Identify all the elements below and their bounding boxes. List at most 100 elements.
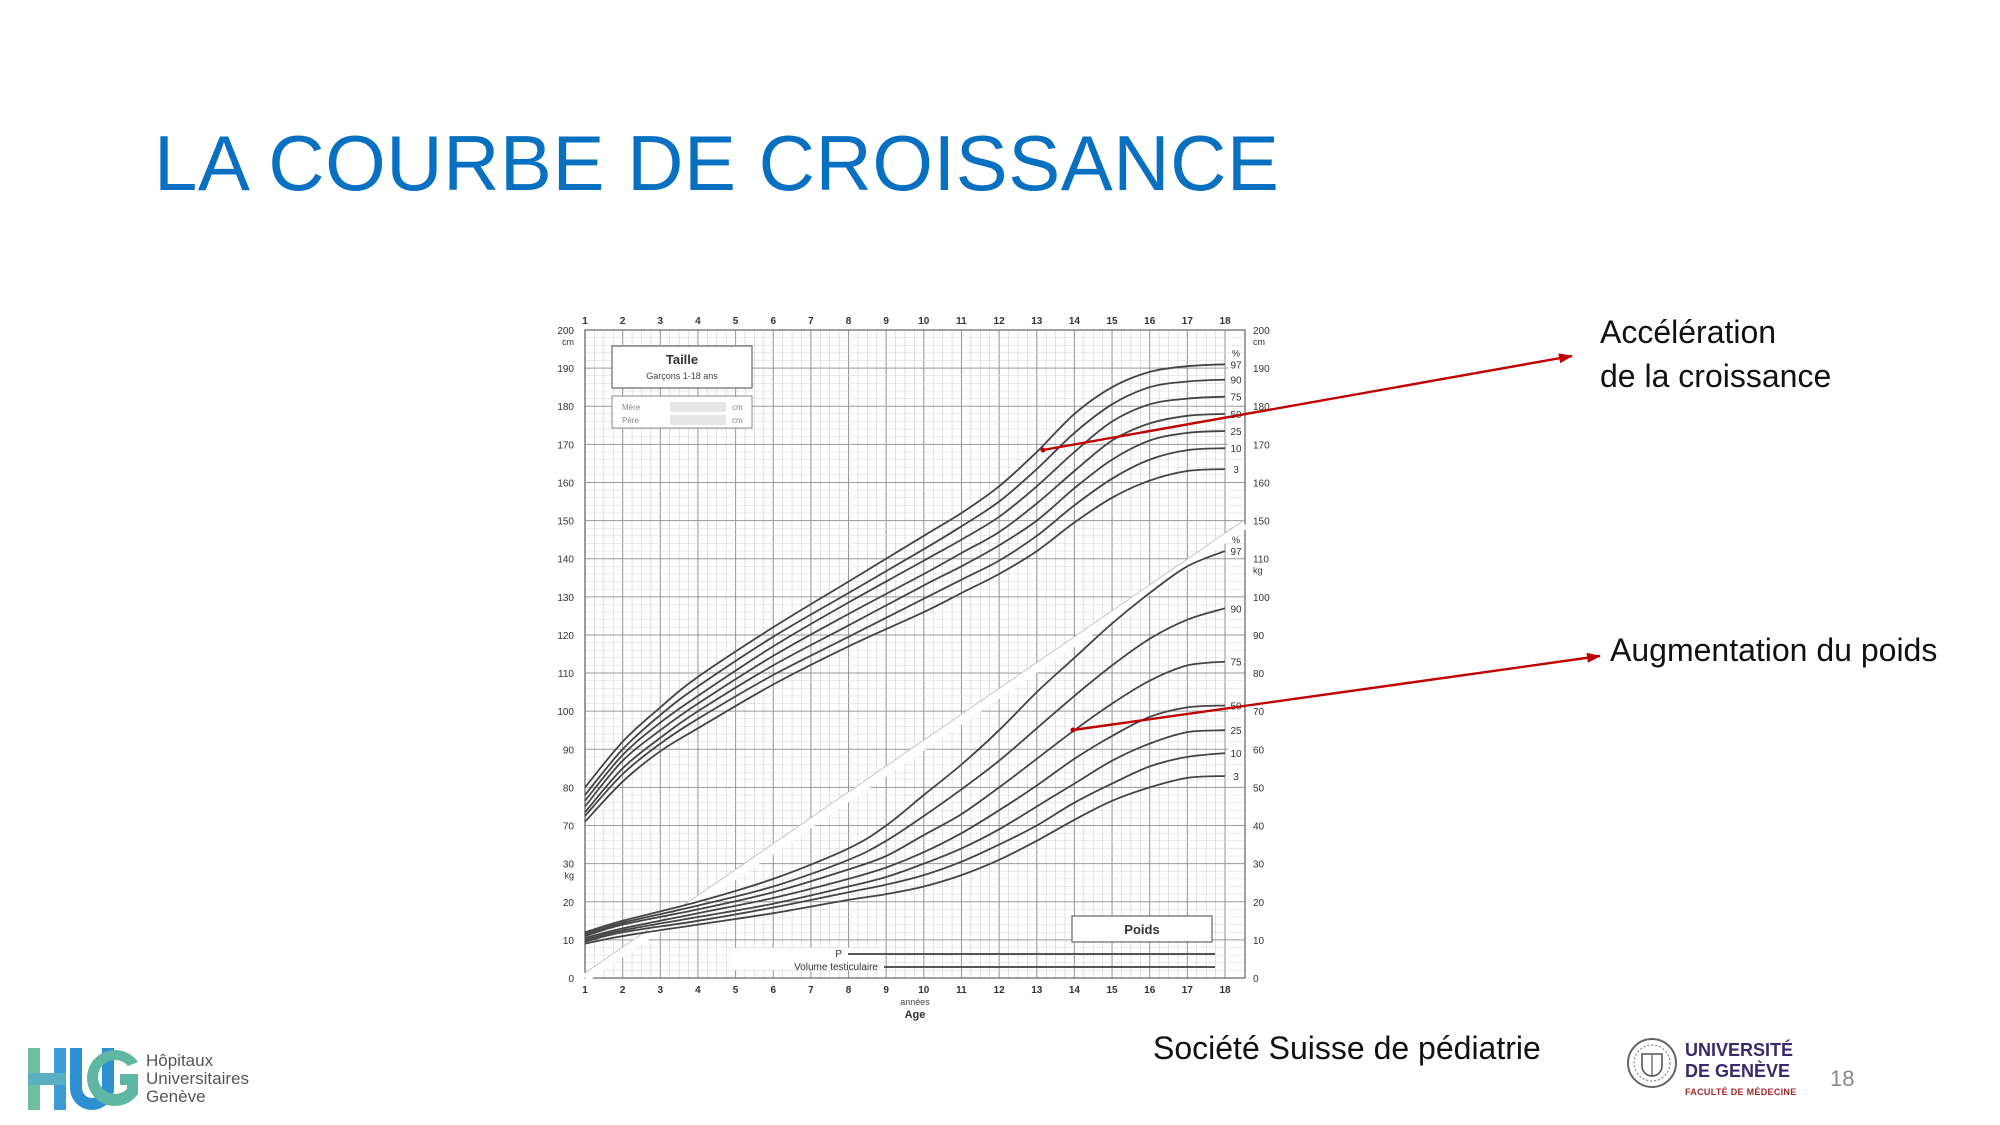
x-tick-label-bottom: 6 xyxy=(770,985,776,996)
hug-logo: Hôpitaux Universitaires Genève xyxy=(26,1044,256,1114)
x-tick-label-top: 9 xyxy=(883,316,889,327)
y-unit-weight-left: kg xyxy=(564,871,574,881)
slide-title: LA COURBE DE CROISSANCE xyxy=(154,119,1280,207)
weight-percentile-50 xyxy=(584,704,1226,939)
y-tick-label-weight-right: 110 xyxy=(1253,555,1269,566)
height-percentile-label-3: 3 xyxy=(1233,465,1239,476)
y-tick-label-weight-left: 30 xyxy=(563,860,575,871)
source-credit: Société Suisse de pédiatrie xyxy=(1153,1030,1541,1066)
x-tick-label-top: 5 xyxy=(733,316,739,327)
separator-band xyxy=(582,520,1248,982)
unige-logo: UNIVERSITÉ DE GENÈVE FACULTÉ DE MÉDECINE xyxy=(1625,1036,1815,1106)
height-percentile-90 xyxy=(584,378,1226,796)
y-unit-height-left: cm xyxy=(562,337,574,347)
parents-unit: cm xyxy=(732,403,743,412)
weight-percentile-label-bg xyxy=(1228,602,1244,615)
y-tick-label-height-right: 160 xyxy=(1253,478,1270,489)
x-tick-label-top: 2 xyxy=(620,316,626,327)
y-tick-label-weight-left: 10 xyxy=(563,936,575,947)
x-tick-label-bottom: 18 xyxy=(1219,985,1231,996)
weight-box xyxy=(1071,915,1213,943)
x-tick-label-bottom: 8 xyxy=(846,985,852,996)
x-tick-label-top: 13 xyxy=(1031,316,1043,327)
y-tick-label-weight-left: 20 xyxy=(563,898,575,909)
y-tick-label-weight-right: 80 xyxy=(1253,669,1265,680)
x-tick-label-bottom: 15 xyxy=(1106,985,1118,996)
y-tick-label-height: 150 xyxy=(557,517,574,528)
y-tick-label-height: 90 xyxy=(563,745,575,756)
y-tick-label-height-right: 150 xyxy=(1253,517,1270,528)
x-tick-label-top: 1 xyxy=(582,316,588,327)
weight-percentile-label-75: 75 xyxy=(1230,658,1242,669)
y-tick-label-weight-right: 60 xyxy=(1253,745,1265,756)
annotation-acceleration-line1: Accélération xyxy=(1600,314,1777,350)
height-percentile-label-bg xyxy=(1228,425,1244,438)
y-tick-label-weight-right: 40 xyxy=(1253,822,1265,833)
weight-percentile-label-bg xyxy=(1228,724,1244,737)
unige-line-1: UNIVERSITÉ xyxy=(1685,1040,1794,1060)
height-percentile-label-25: 25 xyxy=(1230,427,1242,438)
y-tick-label-height: 120 xyxy=(557,631,574,642)
x-tick-label-bottom: 13 xyxy=(1031,985,1043,996)
weight-percentile-label-90: 90 xyxy=(1230,604,1242,615)
y-tick-label-weight-right: 90 xyxy=(1253,631,1265,642)
parents-label: Mère xyxy=(622,403,641,412)
hug-logo-text: Hôpitaux Universitaires Genève xyxy=(146,1052,249,1106)
x-tick-label-bottom: 7 xyxy=(808,985,814,996)
parents-field xyxy=(670,402,726,412)
y-tick-label-weight-right: 0 xyxy=(1253,974,1259,985)
x-tick-label-bottom: 17 xyxy=(1182,985,1194,996)
x-tick-label-top: 12 xyxy=(994,316,1006,327)
weight-percentile-75 xyxy=(584,660,1226,937)
x-axis-label: Age xyxy=(905,1009,926,1021)
y-unit-height-right: cm xyxy=(1253,337,1265,347)
arrow-acceleration xyxy=(1042,353,1573,452)
title-box xyxy=(611,345,753,389)
y-tick-label-height: 70 xyxy=(563,822,575,833)
y-tick-label-height: 200 xyxy=(557,326,574,337)
height-percentile-label-bg xyxy=(1228,463,1244,476)
weight-percentile-90 xyxy=(584,607,1226,936)
page-number: 18 xyxy=(1830,1066,1855,1091)
x-tick-label-top: 17 xyxy=(1182,316,1194,327)
percent-symbol-weight: % xyxy=(1232,535,1240,545)
x-axis-unit: années xyxy=(900,997,930,1007)
separator-edge xyxy=(584,519,1246,974)
y-tick-label-height-right: 180 xyxy=(1253,402,1270,413)
y-tick-label-weight-right: 100 xyxy=(1253,593,1270,604)
height-percentile-label-bg xyxy=(1228,442,1244,455)
x-tick-label-top: 11 xyxy=(956,316,967,327)
annotation-weight-increase: Augmentation du poids xyxy=(1610,628,1937,672)
plot-frame xyxy=(584,329,1246,979)
bottom-label-bg xyxy=(730,948,880,970)
x-tick-label-bottom: 9 xyxy=(883,985,889,996)
bottom-row-label: Volume testiculaire xyxy=(794,962,878,973)
weight-percentile-label-25: 25 xyxy=(1230,726,1242,737)
height-percentile-50 xyxy=(584,413,1226,808)
height-percentile-25 xyxy=(584,430,1226,813)
y-tick-label-height: 170 xyxy=(557,440,574,451)
height-percentile-label-90: 90 xyxy=(1230,376,1242,387)
y-tick-label-weight-right: 50 xyxy=(1253,783,1265,794)
parents-unit: cm xyxy=(732,416,743,425)
unige-line-2: DE GENÈVE xyxy=(1685,1061,1791,1081)
x-tick-label-bottom: 14 xyxy=(1069,985,1081,996)
hug-line-1: Hôpitaux xyxy=(146,1051,214,1070)
y-tick-label-height: 190 xyxy=(557,364,574,375)
annotation-acceleration: Accélération de la croissance xyxy=(1600,310,1831,398)
y-tick-label-height: 110 xyxy=(558,669,574,680)
x-tick-label-bottom: 16 xyxy=(1144,985,1156,996)
height-percentile-label-97: 97 xyxy=(1230,360,1242,371)
weight-box-label: Poids xyxy=(1124,922,1159,937)
y-tick-label-weight-right: 30 xyxy=(1253,860,1265,871)
weight-percentile-label-bg xyxy=(1228,769,1244,782)
x-tick-label-bottom: 12 xyxy=(994,985,1006,996)
y-tick-label-height: 180 xyxy=(557,402,574,413)
parents-label: Père xyxy=(622,416,639,425)
height-percentile-label-bg xyxy=(1228,373,1244,386)
x-tick-label-bottom: 5 xyxy=(733,985,739,996)
x-tick-label-top: 7 xyxy=(808,316,814,327)
y-tick-label-height: 80 xyxy=(563,783,575,794)
y-tick-label-height: 140 xyxy=(557,555,574,566)
x-tick-label-top: 8 xyxy=(846,316,852,327)
